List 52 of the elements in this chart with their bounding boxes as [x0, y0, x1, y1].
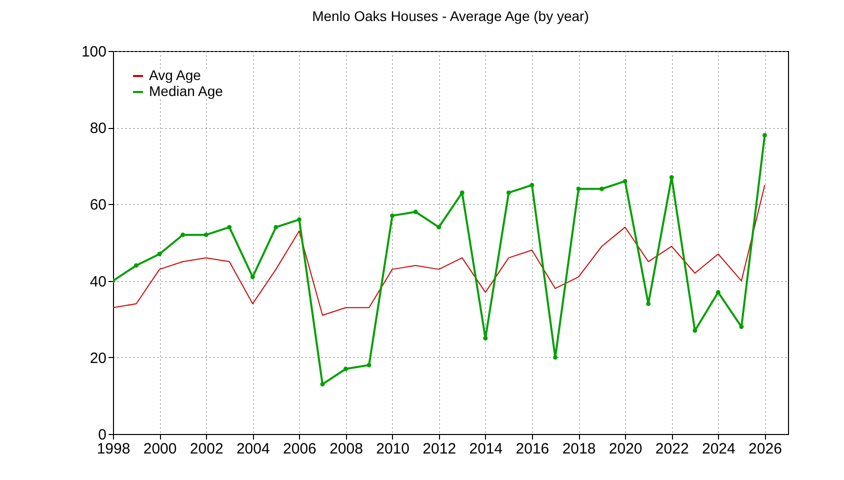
x-tick-label: 2000 [143, 440, 177, 458]
point [692, 328, 698, 333]
point [320, 382, 325, 386]
point [204, 232, 208, 238]
x-tick-label: 2004 [236, 440, 270, 458]
point [483, 336, 488, 340]
x-tick-label: 2012 [422, 440, 456, 458]
y-tick-label: 60 [90, 196, 106, 214]
x-tick-label: 2002 [190, 440, 224, 458]
point [460, 190, 464, 195]
point [739, 324, 744, 329]
point [576, 186, 581, 192]
y-tick-label: 20 [90, 350, 106, 367]
point [622, 178, 628, 184]
x-tick-label: 2006 [283, 440, 316, 458]
point [274, 224, 278, 230]
x-tick-label: 2016 [516, 440, 550, 458]
point [227, 224, 232, 230]
point [390, 213, 395, 218]
point [600, 186, 604, 192]
point [296, 217, 302, 222]
x-tick-label: 2024 [702, 440, 736, 458]
point [530, 182, 534, 188]
y-tick-label: 100 [81, 44, 106, 60]
line-series [113, 184, 766, 316]
y-tick-label: 0 [98, 426, 106, 444]
x-tick-label: 2010 [376, 440, 410, 458]
point [134, 263, 139, 268]
point [716, 290, 720, 295]
x-tick-label: 2020 [608, 440, 642, 458]
point [762, 133, 767, 138]
point [366, 362, 372, 368]
x-tick-label: 2026 [748, 440, 782, 458]
point [180, 232, 186, 238]
point [669, 175, 674, 180]
chart-title: Menlo Oaks Houses - Average Age (by year) [312, 8, 589, 24]
point [413, 210, 418, 214]
point [344, 366, 348, 372]
x-tick-label: 2014 [469, 440, 503, 458]
legend-label: Median Age [149, 83, 224, 99]
point [436, 224, 442, 230]
x-tick-label: 2018 [562, 440, 596, 458]
x-tick-label: 2008 [330, 440, 363, 458]
legend-label: Avg Age [149, 67, 202, 83]
x-tick-label: 2022 [655, 440, 689, 458]
y-tick-label: 40 [90, 273, 106, 290]
y-tick-label: 80 [90, 120, 106, 138]
point [553, 355, 558, 360]
point [157, 252, 162, 256]
x-tick-label: 1998 [96, 440, 130, 458]
point [506, 190, 511, 195]
point [646, 302, 651, 306]
